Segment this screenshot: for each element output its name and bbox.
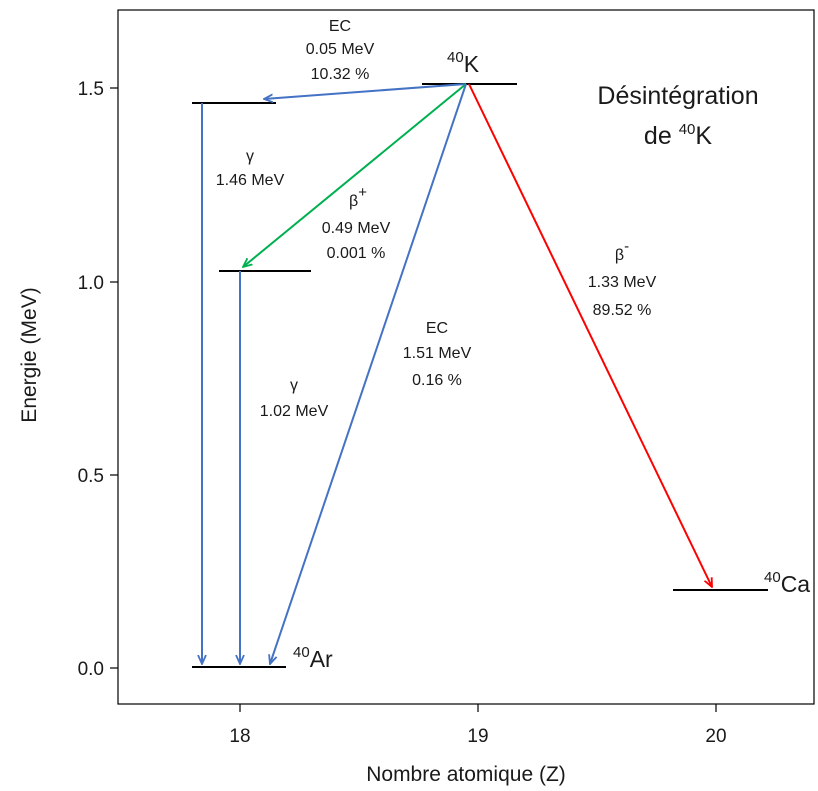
- arrow-ec-1-51: [270, 83, 467, 664]
- x-axis-label: Nombre atomique (Z): [366, 763, 566, 786]
- label-gamma-1-46: γ 1.46 MeV: [216, 148, 285, 189]
- x-tick-label: 18: [229, 726, 250, 747]
- label-gamma-1-02: γ 1.02 MeV: [260, 377, 329, 420]
- svg-text:1.33 MeV: 1.33 MeV: [588, 274, 657, 291]
- diagram-title-line2: de 40K: [644, 121, 712, 150]
- label-ec-1-51: EC 1.51 MeV 0.16 %: [403, 320, 472, 389]
- svg-text:0.49 MeV: 0.49 MeV: [322, 220, 391, 237]
- y-tick-label: 0.5: [78, 466, 104, 487]
- label-beta-minus: β- 1.33 MeV 89.52 %: [588, 238, 657, 319]
- svg-text:1.46 MeV: 1.46 MeV: [216, 172, 285, 189]
- y-axis-label: Energie (MeV): [18, 287, 41, 422]
- arrow-ec-0-05: [264, 83, 467, 99]
- svg-text:EC: EC: [329, 18, 351, 35]
- y-tick-label: 1.0: [78, 273, 104, 294]
- arrow-beta-plus: [243, 83, 467, 267]
- svg-text:1.02 MeV: 1.02 MeV: [260, 403, 329, 420]
- arrow-beta-minus: [468, 83, 712, 587]
- svg-text:β+: β+: [349, 184, 367, 210]
- y-axis-ticks: 0.0 0.5 1.0 1.5: [78, 79, 118, 680]
- label-k40: 40K: [447, 49, 480, 77]
- label-ca40: 40Ca: [764, 569, 810, 597]
- svg-text:β-: β-: [615, 238, 629, 264]
- plot-frame: [117, 9, 815, 705]
- svg-text:0.05 MeV: 0.05 MeV: [306, 41, 375, 58]
- svg-text:γ: γ: [290, 377, 298, 394]
- x-tick-label: 19: [467, 726, 488, 747]
- label-ar40: 40Ar: [293, 644, 333, 672]
- svg-text:γ: γ: [246, 148, 254, 165]
- transitions: [202, 83, 712, 664]
- x-tick-label: 20: [705, 726, 726, 747]
- svg-text:89.52 %: 89.52 %: [593, 302, 652, 319]
- svg-text:10.32 %: 10.32 %: [311, 66, 370, 83]
- x-axis-ticks: 18 19 20: [229, 704, 727, 747]
- svg-text:EC: EC: [426, 320, 448, 337]
- y-tick-label: 1.5: [78, 79, 104, 100]
- svg-text:0.16 %: 0.16 %: [412, 372, 462, 389]
- label-ec-0-05: EC 0.05 MeV 10.32 %: [306, 18, 375, 83]
- svg-text:0.001 %: 0.001 %: [327, 245, 386, 262]
- y-tick-label: 0.0: [78, 659, 104, 680]
- diagram-title-line1: Désintégration: [597, 82, 758, 110]
- svg-text:1.51 MeV: 1.51 MeV: [403, 345, 472, 362]
- label-beta-plus: β+ 0.49 MeV 0.001 %: [322, 184, 391, 262]
